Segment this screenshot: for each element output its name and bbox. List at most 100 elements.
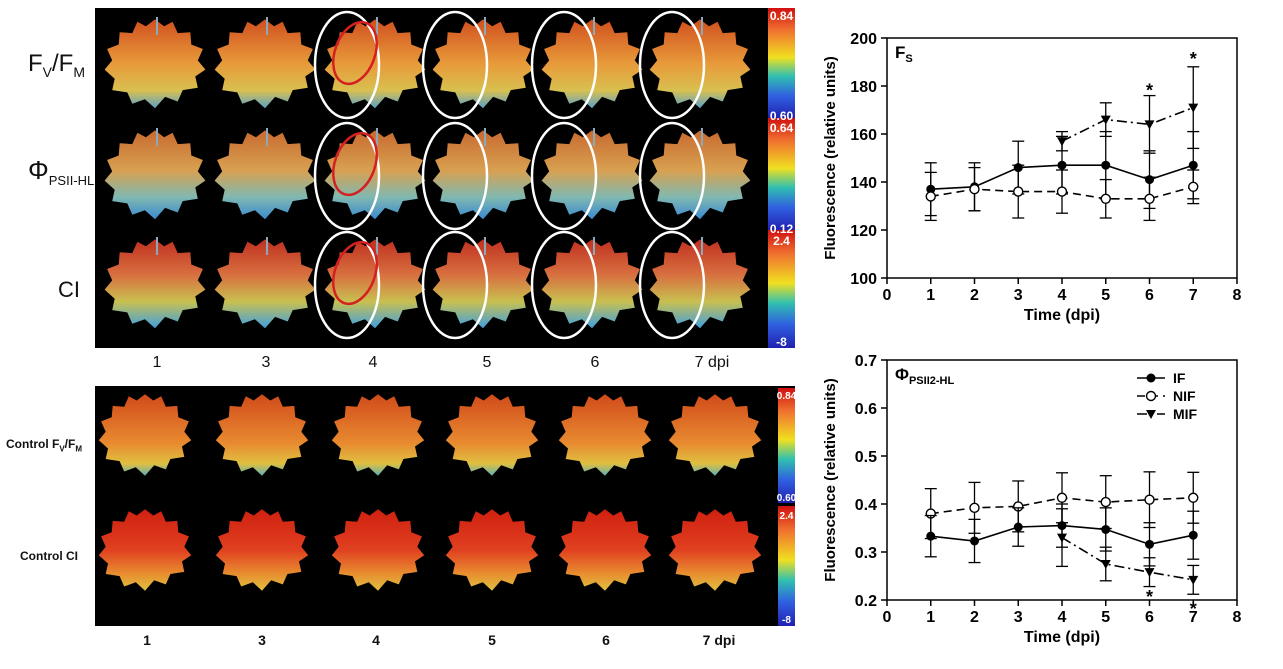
chart0-series-nif-point bbox=[969, 183, 980, 195]
chart1-y-tick-label: 0.6 bbox=[855, 401, 877, 418]
chart0-x-tick-label: 2 bbox=[970, 287, 979, 304]
chart0-series-mif-point bbox=[1144, 120, 1155, 130]
chart1-series-if-point bbox=[1188, 530, 1198, 540]
phipsii-line-chart: 0 1 2 3 4 5 6 7 8 0.2 0.3 0.4 0.5 0.6 0.7 Time (dpi) Flu… bbox=[822, 353, 1242, 646]
bottom-leaf-image-panel: 0.84 0.60 2.4 -8 bbox=[95, 386, 797, 626]
control-colorbar-ci-bottom-label: -8 bbox=[782, 615, 791, 626]
chart1-series-mif-point bbox=[1100, 560, 1111, 569]
leaf-image-r0-c3 bbox=[432, 19, 534, 109]
chart0-significance-asterisk: * bbox=[1146, 80, 1153, 100]
chart1-series-mif-point bbox=[1057, 533, 1067, 543]
white-outline-ellipse-r2-c4 bbox=[530, 230, 598, 340]
row-label-control-fvfm: Control FV/FM bbox=[6, 437, 83, 454]
chart1-legend-mif-label: MIF bbox=[1173, 406, 1198, 422]
colorbar-phipsii-bottom-label: 0.12 bbox=[770, 222, 794, 236]
leaf-image-r1-c1 bbox=[214, 130, 316, 220]
leaf-image-r1-c4 bbox=[541, 130, 643, 220]
chart1-y-tick-label: 0.2 bbox=[855, 593, 877, 610]
white-outline-ellipse-r2-c2 bbox=[313, 230, 381, 340]
row-label-fvfm: FV/FM bbox=[28, 50, 86, 80]
leaf-image-r1-c5 bbox=[649, 130, 751, 220]
top-day-label-4: 4 bbox=[368, 354, 378, 371]
chart0-series-mif-point bbox=[1188, 103, 1199, 113]
bottom-day-label-6: 6 bbox=[602, 632, 610, 648]
colorbar-fvfm-bottom-label: 0.60 bbox=[770, 109, 794, 123]
top-leaf-grid: 0.84 0.600.64 0.122.4 -8 bbox=[104, 8, 795, 349]
red-outline-ellipse-r1 bbox=[332, 131, 378, 197]
chart1-series-nif-point bbox=[1100, 496, 1111, 508]
leaf-image-r2-c5 bbox=[649, 239, 751, 329]
bottom-leaf-grid: 0.84 0.60 2.4 -8 bbox=[98, 388, 797, 626]
chart0-y-tick-label: 100 bbox=[850, 271, 877, 288]
chart1-y-axis-label: Fluorescence (relative units) bbox=[822, 378, 839, 581]
chart0-series-if-point bbox=[1188, 160, 1198, 170]
leaf-image-r1-c2 bbox=[324, 130, 426, 220]
chart0-series-nif-point bbox=[1013, 186, 1024, 197]
control-leaf-image-r1-c4 bbox=[558, 509, 652, 591]
chart1-legend-nif-label: NIF bbox=[1173, 388, 1196, 404]
control-colorbar-fvfm bbox=[778, 388, 795, 503]
control-colorbar-ci bbox=[778, 506, 795, 626]
chart1-title: ΦPSII2-HL bbox=[895, 365, 954, 387]
chart0-y-tick-label: 180 bbox=[850, 79, 877, 96]
chart1-series-mif-line bbox=[1061, 536, 1194, 581]
control-colorbar-fvfm-bottom-label: 0.60 bbox=[777, 493, 795, 504]
chart1-series-mif-point bbox=[1188, 575, 1199, 585]
top-day-label-7: 7 dpi bbox=[694, 354, 730, 371]
chart1-series-mif-point bbox=[1144, 568, 1155, 578]
chart0-series-mif-point bbox=[1100, 115, 1111, 125]
chart1-x-tick-label: 8 bbox=[1233, 609, 1242, 626]
leaf-image-r0-c5 bbox=[649, 19, 751, 109]
chart0-series-if-point bbox=[1057, 160, 1067, 170]
colorbar-fvfm bbox=[768, 8, 795, 118]
chart0-y-tick-label: 120 bbox=[850, 223, 877, 240]
chart0-x-tick-label: 0 bbox=[883, 287, 892, 304]
chart1-y-tick-label: 0.7 bbox=[855, 353, 877, 370]
colorbar-fvfm-top-label: 0.84 bbox=[770, 9, 794, 23]
bottom-day-label-4: 4 bbox=[372, 632, 380, 648]
chart1-y-tick-label: 0.5 bbox=[855, 449, 877, 466]
fs-line-chart: 0 1 2 3 4 5 6 7 8 100 120 140 160 180 200 Time (dpi) Flu… bbox=[822, 31, 1242, 324]
red-outline-ellipse-r0 bbox=[332, 20, 378, 86]
leaf-image-r1-c3 bbox=[432, 130, 534, 220]
control-leaf-image-r0-c1 bbox=[215, 394, 309, 476]
chart0-series-mif-line bbox=[1061, 106, 1194, 142]
chart1-significance-asterisk: * bbox=[1190, 599, 1197, 619]
row-label-phipsii: ΦPSII-HL bbox=[28, 155, 95, 189]
bottom-day-label-3: 3 bbox=[258, 632, 266, 648]
control-leaf-image-r0-c4 bbox=[558, 394, 652, 476]
chart1-x-tick-label: 5 bbox=[1101, 609, 1110, 626]
bottom-day-label-7: 7 dpi bbox=[702, 632, 736, 648]
chart1-x-tick-label: 7 bbox=[1189, 609, 1198, 626]
chart1-x-tick-label: 2 bbox=[970, 609, 979, 626]
colorbar-phipsii-top-label: 0.64 bbox=[770, 121, 794, 135]
top-day-label-3: 3 bbox=[261, 354, 271, 371]
top-day-label-1: 1 bbox=[152, 354, 162, 371]
chart1-series-if-point bbox=[1145, 539, 1154, 549]
chart0-x-tick-label: 4 bbox=[1058, 287, 1067, 304]
chart0-x-tick-label: 8 bbox=[1233, 287, 1242, 304]
chart0-series-if-point bbox=[1101, 160, 1111, 170]
leaf-image-r2-c1 bbox=[214, 239, 316, 329]
control-leaf-image-r1-c2 bbox=[331, 509, 425, 591]
chart1-legend-if-marker bbox=[1146, 373, 1156, 383]
control-leaf-image-r1-c3 bbox=[445, 509, 539, 591]
chart0-series-nif-point bbox=[1144, 193, 1155, 205]
control-leaf-image-r0-c2 bbox=[331, 394, 425, 476]
bottom-day-label-1: 1 bbox=[143, 632, 151, 648]
colorbar-phipsii bbox=[768, 118, 795, 230]
leaf-image-r2-c3 bbox=[432, 239, 534, 329]
chart1-y-tick-label: 0.4 bbox=[855, 497, 877, 514]
control-colorbar-fvfm-top-label: 0.84 bbox=[777, 391, 795, 402]
chart1-x-tick-label: 1 bbox=[926, 609, 935, 626]
white-outline-ellipse-r0-c2 bbox=[313, 10, 381, 120]
white-outline-ellipse-r1-c3 bbox=[421, 121, 489, 231]
row-label-control-ci: Control CI bbox=[20, 549, 78, 563]
leaf-image-r0-c4 bbox=[541, 19, 643, 109]
white-outline-ellipse-r0-c3 bbox=[421, 10, 489, 120]
chart1-series-nif-point bbox=[1056, 492, 1068, 503]
leaf-image-r2-c0 bbox=[104, 239, 206, 329]
control-leaf-image-r1-c1 bbox=[215, 509, 309, 591]
colorbar-ci bbox=[768, 230, 795, 348]
chart0-series-nif-point bbox=[1056, 186, 1068, 197]
